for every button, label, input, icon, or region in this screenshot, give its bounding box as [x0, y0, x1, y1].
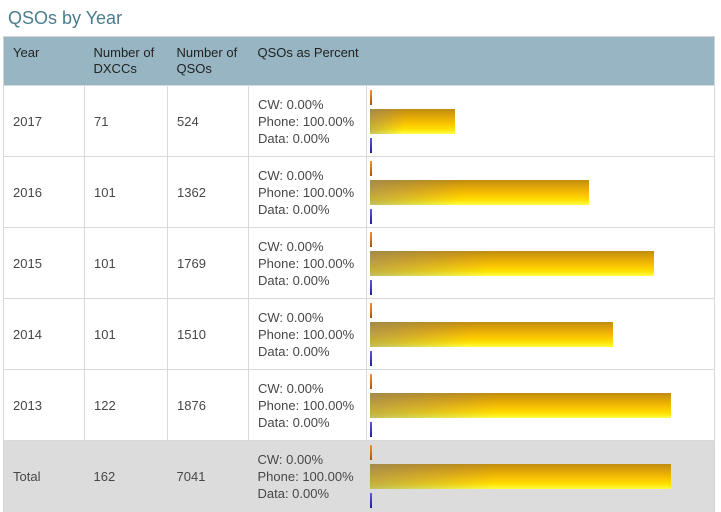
qso-count-cell: 1876 — [167, 369, 249, 441]
mode-bars-cell — [366, 440, 715, 512]
phone-bar — [370, 321, 613, 347]
table-row-2015: 2015 101 1769 CW: 0.00% Phone: 100.00% D… — [3, 227, 715, 299]
table-row-2017: 2017 71 524 CW: 0.00% Phone: 100.00% Dat… — [3, 85, 715, 157]
column-header-dxccs: Number of DXCCs — [84, 36, 168, 86]
mode-percent-cell: CW: 0.00% Phone: 100.00% Data: 0.00% — [248, 369, 367, 441]
cw-bar — [370, 231, 372, 247]
cw-percent-label: CW: 0.00% — [258, 167, 324, 183]
year-cell: 2017 — [3, 85, 85, 157]
year-cell: 2015 — [3, 227, 85, 299]
mode-percent-cell: CW: 0.00% Phone: 100.00% Data: 0.00% — [248, 440, 367, 512]
phone-percent-label: Phone: 100.00% — [258, 255, 355, 271]
phone-bar — [370, 250, 654, 276]
dxcc-count-cell: 101 — [84, 156, 168, 228]
qsos-by-year-table: Year Number of DXCCs Number of QSOs QSOs… — [3, 36, 715, 512]
phone-percent-label: Phone: 100.00% — [257, 469, 354, 484]
qso-count-cell: 7041 — [167, 440, 249, 512]
data-percent-label: Data: 0.00% — [258, 272, 330, 288]
qso-count-cell: 524 — [167, 85, 249, 157]
mode-bars-cell — [366, 298, 715, 370]
dxcc-count-cell: 71 — [84, 85, 168, 157]
phone-bar — [370, 179, 589, 205]
year-cell: Total — [3, 440, 85, 512]
column-header-qsos: Number of QSOs — [167, 36, 249, 86]
phone-percent-label: Phone: 100.00% — [258, 184, 355, 200]
phone-percent-label: Phone: 100.00% — [258, 113, 355, 129]
phone-bar — [370, 108, 455, 134]
cw-bar — [370, 373, 372, 389]
qso-count-cell: 1362 — [167, 156, 249, 228]
page-title: QSOs by Year — [8, 8, 123, 28]
cw-bar — [369, 445, 372, 460]
mode-bars-cell — [366, 369, 715, 441]
cw-percent-label: CW: 0.00% — [258, 238, 324, 254]
data-bar — [369, 493, 372, 508]
cw-percent-label: CW: 0.00% — [257, 452, 324, 467]
data-bar — [370, 137, 372, 153]
dxcc-count-cell: 122 — [84, 369, 168, 441]
data-bar — [370, 279, 372, 295]
data-bar — [370, 208, 372, 224]
year-cell: 2013 — [3, 369, 85, 441]
data-percent-label: Data: 0.00% — [258, 201, 330, 217]
data-bar — [370, 421, 372, 437]
mode-bars-cell — [366, 227, 715, 299]
cw-bar — [370, 89, 372, 105]
cw-percent-label: CW: 0.00% — [258, 380, 324, 396]
column-header-percent: QSOs as Percent — [248, 36, 715, 86]
data-percent-label: Data: 0.00% — [258, 343, 330, 359]
mode-bars-cell — [366, 156, 715, 228]
mode-percent-cell: CW: 0.00% Phone: 100.00% Data: 0.00% — [248, 85, 367, 157]
table-row-total: Total 162 7041 CW: 0.00% Phone: 100.00% … — [3, 440, 715, 512]
table-header-row: Year Number of DXCCs Number of QSOs QSOs… — [3, 36, 715, 86]
mode-percent-cell: CW: 0.00% Phone: 100.00% Data: 0.00% — [248, 298, 367, 370]
qso-count-cell: 1769 — [167, 227, 249, 299]
cw-bar — [370, 302, 372, 318]
phone-bar — [370, 392, 671, 418]
mode-percent-cell: CW: 0.00% Phone: 100.00% Data: 0.00% — [248, 227, 367, 299]
data-percent-label: Data: 0.00% — [257, 486, 330, 501]
data-percent-label: Data: 0.00% — [258, 414, 330, 430]
data-bar — [370, 350, 372, 366]
mode-bars-cell — [366, 85, 715, 157]
table-row-2014: 2014 101 1510 CW: 0.00% Phone: 100.00% D… — [3, 298, 715, 370]
cw-percent-label: CW: 0.00% — [258, 96, 324, 112]
column-header-year: Year — [3, 36, 85, 86]
phone-percent-label: Phone: 100.00% — [258, 326, 355, 342]
cw-bar — [370, 160, 372, 176]
phone-bar — [369, 464, 671, 489]
dxcc-count-cell: 162 — [84, 440, 168, 512]
dxcc-count-cell: 101 — [84, 227, 168, 299]
table-row-2016: 2016 101 1362 CW: 0.00% Phone: 100.00% D… — [3, 156, 715, 228]
qso-count-cell: 1510 — [167, 298, 249, 370]
cw-percent-label: CW: 0.00% — [258, 309, 324, 325]
dxcc-count-cell: 101 — [84, 298, 168, 370]
mode-percent-cell: CW: 0.00% Phone: 100.00% Data: 0.00% — [248, 156, 367, 228]
year-cell: 2016 — [3, 156, 85, 228]
phone-percent-label: Phone: 100.00% — [258, 397, 355, 413]
table-row-2013: 2013 122 1876 CW: 0.00% Phone: 100.00% D… — [3, 369, 715, 441]
year-cell: 2014 — [3, 298, 85, 370]
data-percent-label: Data: 0.00% — [258, 130, 330, 146]
